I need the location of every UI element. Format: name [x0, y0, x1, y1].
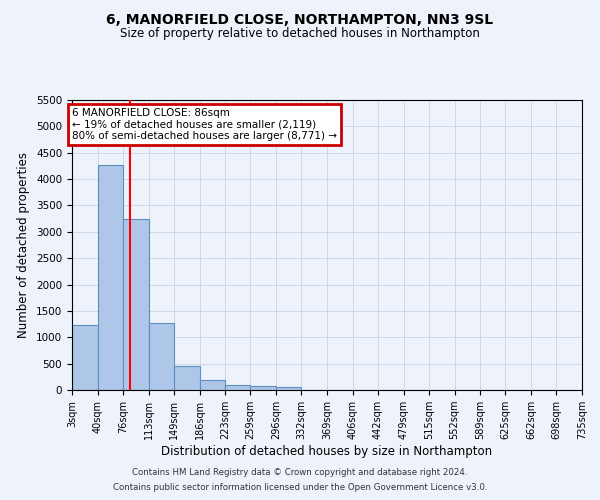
Bar [174, 366, 199, 390]
Bar [250, 386, 276, 390]
Bar [225, 384, 250, 390]
Bar [199, 380, 225, 390]
X-axis label: Distribution of detached houses by size in Northampton: Distribution of detached houses by size … [161, 445, 493, 458]
Text: 6 MANORFIELD CLOSE: 86sqm
← 19% of detached houses are smaller (2,119)
80% of se: 6 MANORFIELD CLOSE: 86sqm ← 19% of detac… [72, 108, 337, 141]
Bar [98, 165, 123, 390]
Text: Contains HM Land Registry data © Crown copyright and database right 2024.: Contains HM Land Registry data © Crown c… [132, 468, 468, 477]
Text: 6, MANORFIELD CLOSE, NORTHAMPTON, NN3 9SL: 6, MANORFIELD CLOSE, NORTHAMPTON, NN3 9S… [106, 12, 494, 26]
Bar [276, 388, 301, 390]
Bar [149, 322, 174, 390]
Bar [123, 218, 149, 390]
Text: Size of property relative to detached houses in Northampton: Size of property relative to detached ho… [120, 28, 480, 40]
Text: Contains public sector information licensed under the Open Government Licence v3: Contains public sector information licen… [113, 483, 487, 492]
Y-axis label: Number of detached properties: Number of detached properties [17, 152, 31, 338]
Bar [72, 325, 98, 390]
